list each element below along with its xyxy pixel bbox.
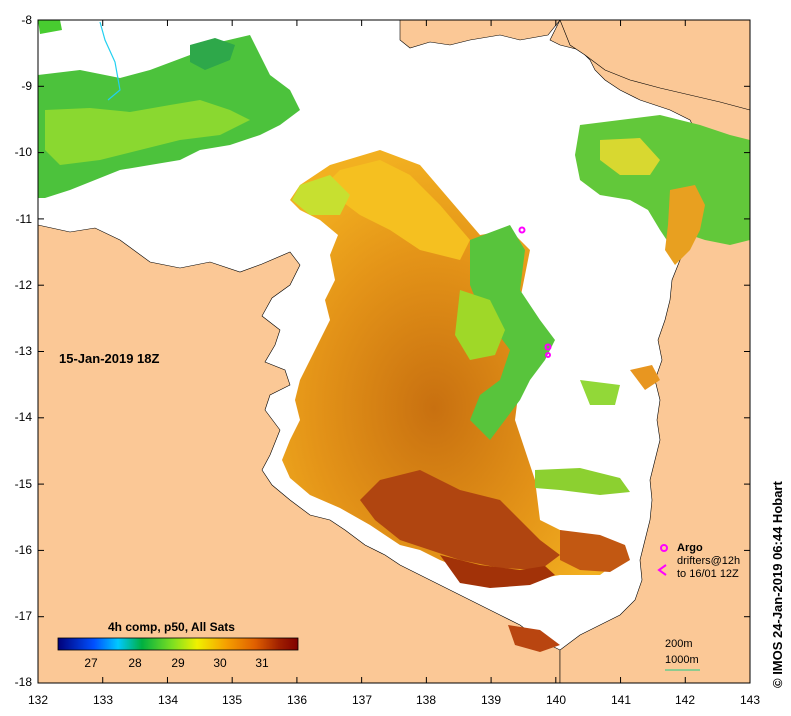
sst-gulf-warm [282, 150, 620, 580]
colorbar-tick-label: 27 [84, 656, 98, 670]
lat-tick-label: -9 [21, 79, 32, 93]
land-west [37, 224, 561, 684]
lon-tick-label: 140 [545, 693, 567, 707]
tick-marks [37, 19, 751, 684]
lat-tick-label: -11 [15, 212, 32, 226]
lon-tick-label: 137 [351, 693, 373, 707]
colorbar-tick-label: 29 [171, 656, 185, 670]
lon-tick-label: 132 [27, 693, 49, 707]
lon-tick-label: 133 [92, 693, 114, 707]
lat-tick-label: -17 [14, 609, 32, 623]
lat-tick-label: -16 [14, 543, 32, 557]
lon-tick-label: 143 [739, 693, 761, 707]
colorbar [57, 637, 299, 651]
lat-tick-label: -12 [14, 278, 32, 292]
lon-tick-label: 141 [610, 693, 632, 707]
lat-tick-label: -18 [14, 675, 32, 689]
lon-tick-label: 134 [157, 693, 179, 707]
legend-argo: Argo [677, 542, 703, 554]
legend-drifters: drifters@12h [677, 555, 741, 567]
colorbar-tick-label: 30 [213, 656, 227, 670]
lat-tick-label: -10 [14, 145, 32, 159]
lat-tick-label: -15 [14, 477, 32, 491]
drifter-legend-icon [657, 564, 667, 576]
legend-drifters-time: to 16/01 12Z [677, 568, 739, 580]
lon-tick-label: 138 [415, 693, 437, 707]
sst-gulf-green [470, 225, 555, 440]
lon-tick-label: 139 [480, 693, 502, 707]
colorbar-tick-label: 28 [128, 656, 142, 670]
legend-isobath-200: 200m [665, 638, 693, 650]
lon-tick-label: 136 [286, 693, 308, 707]
lon-tick-label: 142 [674, 693, 696, 707]
argo-legend-icon [660, 544, 668, 552]
colorbar-tick-label: 31 [255, 656, 269, 670]
legend-isobath-1000: 1000m [665, 654, 699, 666]
date-label: 15-Jan-2019 18Z [59, 351, 160, 366]
credit-text: © IMOS 24-Jan-2019 06:44 Hobart [770, 481, 785, 688]
lat-tick-label: -13 [14, 344, 32, 358]
argo-markers [518, 226, 552, 358]
lat-tick-label: -14 [14, 410, 32, 424]
lat-tick-label: -8 [21, 13, 32, 27]
land-new-guinea [399, 19, 561, 49]
colorbar-title: 4h comp, p50, All Sats [108, 620, 235, 634]
lon-tick-label: 135 [221, 693, 243, 707]
land-east [549, 19, 751, 684]
